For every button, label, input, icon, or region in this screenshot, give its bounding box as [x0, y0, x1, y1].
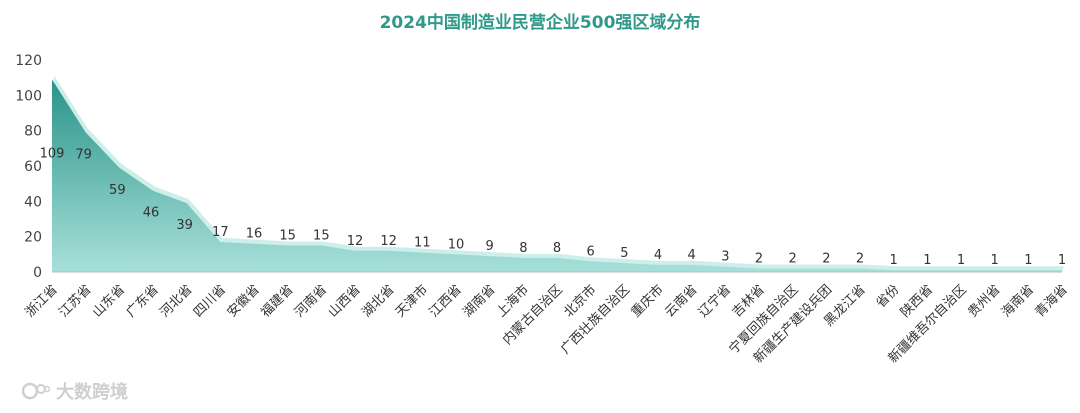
x-tick-label: 江西省	[427, 282, 465, 320]
data-label: 12	[347, 234, 364, 249]
data-label: 5	[620, 246, 628, 261]
data-label: 79	[75, 147, 92, 162]
data-label: 17	[212, 225, 229, 240]
data-label: 39	[176, 218, 193, 233]
data-label: 10	[448, 237, 465, 252]
data-label: 8	[553, 241, 561, 256]
data-label: 1	[957, 253, 965, 268]
x-tick-label: 河北省	[157, 282, 195, 320]
data-label: 46	[143, 206, 160, 221]
data-label: 15	[313, 229, 330, 244]
x-tick-label: 海南省	[998, 282, 1037, 321]
brand-logo-icon	[22, 382, 50, 400]
data-label: 15	[279, 229, 296, 244]
x-tick-label: 青海省	[1033, 282, 1071, 320]
x-tick-label: 山西省	[326, 282, 364, 320]
x-tick-label: 辽宁省	[695, 282, 734, 321]
watermark: 大数跨境	[22, 378, 128, 404]
data-label: 59	[109, 183, 126, 198]
y-axis: 0 20 40 60 80 100 120	[15, 53, 42, 281]
data-label: 1	[1058, 253, 1066, 268]
data-label: 4	[654, 248, 662, 263]
data-label: 3	[721, 250, 729, 265]
data-label: 2	[755, 251, 763, 266]
data-label: 2	[822, 251, 830, 266]
y-tick-label: 0	[33, 265, 42, 281]
x-tick-label: 福建省	[258, 282, 296, 320]
data-label: 2	[789, 251, 797, 266]
x-tick-label: 重庆市	[628, 282, 667, 321]
data-label: 12	[380, 234, 397, 249]
data-label: 6	[587, 244, 595, 259]
x-tick-label: 四川省	[191, 282, 229, 320]
data-label: 4	[688, 248, 696, 263]
x-tick-label: 云南省	[662, 282, 701, 321]
data-label: 1	[890, 253, 898, 268]
y-tick-label: 40	[24, 194, 42, 210]
data-label: 16	[246, 227, 263, 242]
x-tick-label: 省份	[873, 282, 902, 311]
x-tick-label: 湖南省	[460, 282, 499, 321]
y-tick-label: 100	[15, 88, 42, 104]
x-tick-label: 江苏省	[56, 282, 95, 321]
data-label: 8	[519, 241, 527, 256]
data-label: 2	[856, 251, 864, 266]
y-tick-label: 60	[24, 159, 42, 175]
y-tick-label: 120	[15, 53, 42, 69]
chart-title: 2024中国制造业民营企业500强区域分布	[379, 13, 701, 33]
x-tick-label: 广东省	[124, 282, 162, 320]
data-label: 1	[923, 253, 931, 268]
area-series	[52, 79, 1062, 272]
data-label: 1	[1024, 253, 1032, 268]
y-tick-label: 20	[24, 230, 42, 246]
data-label: 11	[414, 236, 431, 251]
x-tick-label: 湖北省	[359, 282, 397, 320]
x-tick-label: 天津市	[392, 282, 431, 321]
data-label: 109	[40, 146, 65, 161]
x-tick-label: 河南省	[291, 282, 330, 321]
x-tick-label: 贵州省	[965, 282, 1003, 320]
data-label: 9	[486, 239, 494, 254]
y-tick-label: 80	[24, 124, 42, 140]
x-axis: 浙江省江苏省山东省广东省河北省四川省安徽省福建省河南省山西省湖北省天津市江西省湖…	[23, 282, 1071, 367]
x-tick-label: 山东省	[90, 282, 128, 320]
watermark-text: 大数跨境	[56, 382, 128, 403]
x-tick-label: 安徽省	[225, 282, 263, 320]
x-tick-label: 浙江省	[23, 282, 61, 320]
data-label: 1	[991, 253, 999, 268]
